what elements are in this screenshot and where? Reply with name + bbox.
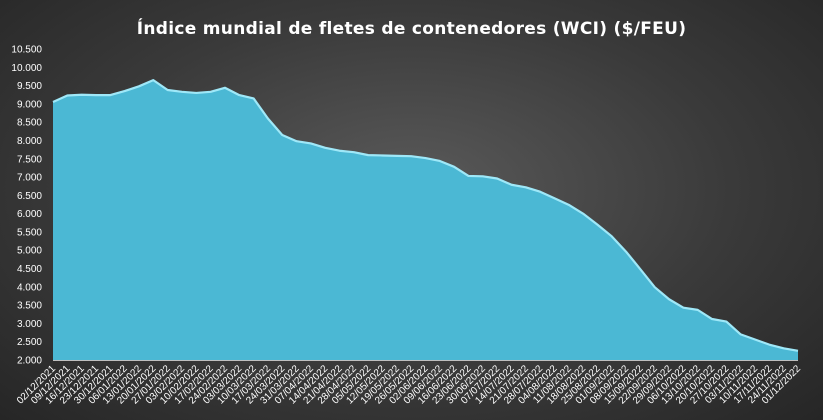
- data-point: [167, 89, 169, 91]
- data-point: [453, 166, 455, 168]
- series-line: [52, 79, 799, 352]
- y-tick-label: 6.500: [17, 191, 42, 202]
- y-tick-label: 9.000: [17, 99, 42, 110]
- data-point: [697, 309, 699, 311]
- data-point: [783, 347, 785, 349]
- data-point: [66, 94, 68, 96]
- data-point: [553, 197, 555, 199]
- data-point: [238, 94, 240, 96]
- data-point: [625, 251, 627, 253]
- y-tick-label: 9.500: [17, 81, 42, 92]
- y-tick-label: 7.000: [17, 173, 42, 184]
- data-point: [410, 155, 412, 157]
- data-point: [367, 154, 369, 156]
- data-point: [124, 90, 126, 92]
- y-tick-label: 2.000: [17, 356, 42, 367]
- data-point: [539, 191, 541, 193]
- data-point: [396, 155, 398, 157]
- data-point: [682, 307, 684, 309]
- data-point: [152, 79, 154, 81]
- data-point: [253, 97, 255, 99]
- data-point: [281, 134, 283, 136]
- data-point: [109, 94, 111, 96]
- y-tick-label: 5.500: [17, 227, 42, 238]
- data-point: [310, 142, 312, 144]
- data-point: [181, 91, 183, 93]
- data-point: [210, 91, 212, 93]
- data-point: [324, 147, 326, 149]
- y-tick-label: 8.500: [17, 118, 42, 129]
- y-tick-label: 7.500: [17, 154, 42, 165]
- chart-title: Índice mundial de fletes de contenedores…: [136, 19, 687, 39]
- y-tick-label: 4.500: [17, 264, 42, 275]
- data-point: [654, 286, 656, 288]
- data-point: [482, 175, 484, 177]
- data-point: [81, 94, 83, 96]
- data-point: [95, 94, 97, 96]
- data-point: [52, 101, 54, 103]
- data-point: [425, 157, 427, 159]
- y-tick-label: 5.000: [17, 246, 42, 257]
- data-point: [740, 333, 742, 335]
- data-point: [797, 350, 799, 352]
- data-point: [224, 87, 226, 89]
- data-point: [711, 318, 713, 320]
- data-point: [768, 344, 770, 346]
- y-tick-label: 6.000: [17, 209, 42, 220]
- data-point: [596, 224, 598, 226]
- data-point: [525, 186, 527, 188]
- data-point: [382, 154, 384, 156]
- data-point: [725, 321, 727, 323]
- data-point: [668, 298, 670, 300]
- data-point: [568, 204, 570, 206]
- data-point: [510, 184, 512, 186]
- y-tick-label: 10.500: [11, 45, 42, 56]
- y-tick-label: 2.500: [17, 337, 42, 348]
- data-point: [195, 92, 197, 94]
- data-point: [353, 151, 355, 153]
- data-point: [267, 118, 269, 120]
- y-tick-label: 3.500: [17, 301, 42, 312]
- data-point: [339, 150, 341, 152]
- y-tick-label: 3.000: [17, 319, 42, 330]
- data-point: [754, 339, 756, 341]
- data-point: [639, 268, 641, 270]
- data-point: [439, 160, 441, 162]
- series-area: [53, 80, 798, 360]
- y-tick-label: 8.000: [17, 136, 42, 147]
- y-tick-label: 10.000: [11, 63, 42, 74]
- data-point: [582, 213, 584, 215]
- data-point: [296, 140, 298, 142]
- data-point: [611, 235, 613, 237]
- data-point: [138, 85, 140, 87]
- data-point: [496, 178, 498, 180]
- y-tick-label: 4.000: [17, 282, 42, 293]
- data-point: [467, 175, 469, 177]
